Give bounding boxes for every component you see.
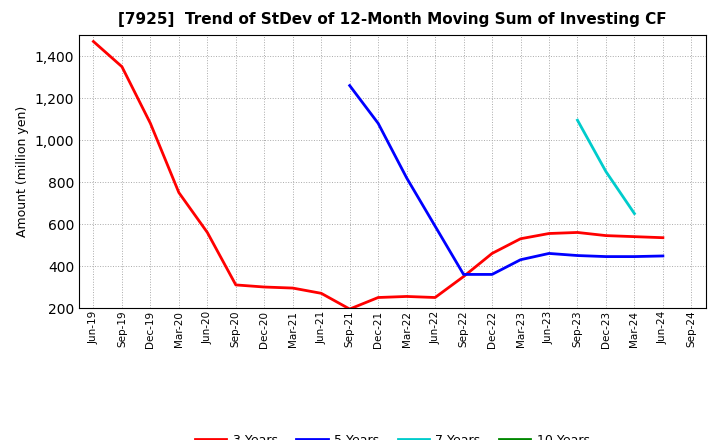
3 Years (89, 39, 98, 44)
Title: [7925]  Trend of StDev of 12-Month Moving Sum of Investing CF: [7925] Trend of StDev of 12-Month Moving… (118, 12, 667, 27)
3 Years (317, 291, 325, 296)
5 Years (374, 121, 382, 126)
5 Years (402, 175, 411, 180)
7 Years (602, 169, 611, 174)
3 Years (487, 251, 496, 256)
3 Years (174, 190, 183, 195)
3 Years (260, 284, 269, 290)
3 Years (203, 230, 212, 235)
5 Years (346, 83, 354, 88)
3 Years (117, 64, 126, 70)
3 Years (146, 121, 155, 126)
3 Years (602, 233, 611, 238)
3 Years (459, 274, 468, 279)
Legend: 3 Years, 5 Years, 7 Years, 10 Years: 3 Years, 5 Years, 7 Years, 10 Years (190, 429, 595, 440)
Line: 5 Years: 5 Years (350, 85, 663, 275)
5 Years (487, 272, 496, 277)
Y-axis label: Amount (million yen): Amount (million yen) (17, 106, 30, 237)
7 Years (630, 211, 639, 216)
3 Years (402, 294, 411, 299)
3 Years (374, 295, 382, 300)
Line: 7 Years: 7 Years (577, 120, 634, 213)
3 Years (545, 231, 554, 236)
3 Years (516, 236, 525, 242)
5 Years (545, 251, 554, 256)
5 Years (630, 254, 639, 259)
7 Years (573, 117, 582, 123)
5 Years (431, 224, 439, 229)
Line: 3 Years: 3 Years (94, 41, 663, 309)
5 Years (516, 257, 525, 262)
3 Years (573, 230, 582, 235)
3 Years (431, 295, 439, 300)
3 Years (630, 234, 639, 239)
3 Years (289, 286, 297, 291)
3 Years (232, 282, 240, 288)
5 Years (602, 254, 611, 259)
3 Years (659, 235, 667, 240)
5 Years (659, 253, 667, 259)
3 Years (346, 306, 354, 312)
5 Years (573, 253, 582, 258)
5 Years (459, 272, 468, 277)
